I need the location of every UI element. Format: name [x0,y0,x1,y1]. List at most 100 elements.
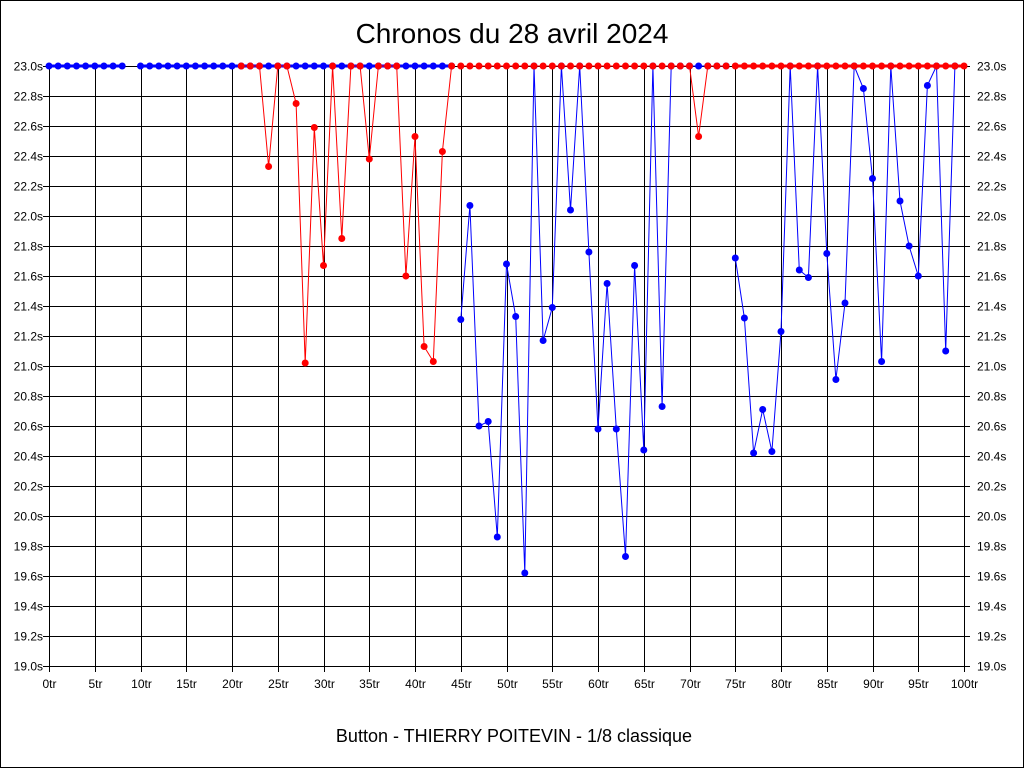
series-1-point [704,62,712,70]
y-tick-label-left: 21.6s [14,270,43,284]
y-tick-label-left: 20.4s [14,450,43,464]
series-1-point [320,262,327,269]
series-0-point [603,280,611,287]
series-1-point [292,100,300,107]
series-1-point [804,62,812,70]
series-1-point [777,62,785,70]
series-0-point [320,62,327,70]
y-tick-label-left: 22.6s [14,120,43,134]
y-tick-label-right: 22.4s [977,150,1006,164]
x-tick-label: 10tr [131,677,152,691]
x-tick-label: 20tr [222,677,243,691]
y-tick-label-right: 21.0s [977,360,1006,374]
series-0-point [301,62,309,70]
series-1-point [631,62,639,70]
series-1-point [448,62,456,70]
series-1-point [493,62,501,70]
series-0-point [82,62,90,70]
series-0-point [219,62,227,70]
series-1-point [356,62,364,70]
series-1-point [832,62,840,70]
y-tick-label-left: 19.8s [14,540,43,554]
series-1-point [823,62,831,70]
x-tick-label: 70tr [680,677,701,691]
series-1-point [686,62,693,70]
y-tick-label-right: 22.2s [977,180,1006,194]
y-tick-label-left: 19.2s [14,630,43,644]
series-1-point [365,155,373,163]
series-1-point [942,62,950,70]
series-1-point [850,62,858,70]
series-1-point [530,62,538,70]
y-tick-label-right: 22.0s [977,210,1006,224]
series-1-point [869,62,876,70]
series-1-point [384,62,392,70]
series-1-point [658,62,666,70]
series-1-point [246,62,254,70]
series-1-point [347,62,355,70]
series-0-point [631,262,639,269]
series-0-line [734,65,956,454]
series-1-point [768,62,776,70]
grid-lines [43,66,970,672]
series-0-point [210,62,218,70]
series-1-point [237,62,245,70]
series-0-point [740,314,748,322]
series-1-line [460,65,727,137]
series-1-point [329,62,337,70]
series-0-point [457,316,465,323]
y-tick-label-right: 19.8s [977,540,1006,554]
chart-caption: Button - THIERRY POITEVIN - 1/8 classiqu… [336,726,692,746]
series-1-point [695,133,703,140]
series-0-point [118,62,126,70]
y-tick-label-right: 19.4s [977,600,1006,614]
series-1-point [475,62,483,70]
y-tick-label-right: 23.0s [977,60,1006,74]
series-0-point [484,418,492,425]
series-1-point [265,163,273,170]
series-1-point [503,62,510,70]
series-0-point [612,425,620,433]
series-1-point [466,62,474,70]
x-tick-label: 60tr [588,677,609,691]
series-1-point [722,62,730,70]
series-0-point [731,254,739,262]
series-0-point [429,62,437,70]
series-1-point [759,62,767,70]
series-0-point [942,347,950,355]
y-tick-label-right: 22.6s [977,120,1006,134]
series-1-point [622,62,629,70]
series-0-point [91,62,99,70]
y-tick-label-right: 19.0s [977,660,1006,674]
series-0-line [460,65,727,574]
series-0-point [878,358,886,365]
series-0-point [594,425,602,433]
series-1-point [484,62,492,70]
series-1-point [457,62,465,70]
series-1-point [310,124,318,131]
series-0-point [795,266,803,274]
series-1-point [567,62,574,70]
series-0-point [365,62,373,70]
series-0-point [923,82,931,89]
x-tick-label: 35tr [359,677,380,691]
series-1-point [786,62,794,70]
series-1-point [438,148,446,155]
series-0-point [45,62,53,70]
series-1-point [411,133,419,140]
series-0-point [841,299,849,307]
y-tick-label-left: 22.4s [14,150,43,164]
y-axis-right: 19.0s 19.2s 19.4s 19.6s 19.8s 20.0s 20.2s 20.4s… [977,60,1006,674]
series-1-point [896,62,904,70]
series-1-point [256,62,263,70]
series-1-point [283,62,291,70]
series-0-point [100,62,108,70]
y-tick-label-right: 21.4s [977,300,1006,314]
x-tick-label: 50tr [497,677,518,691]
y-tick-label-left: 19.6s [14,570,43,584]
x-tick-label: 30tr [314,677,335,691]
series-0-point [411,62,419,70]
y-tick-label-right: 20.6s [977,420,1006,434]
y-tick-label-left: 22.2s [14,180,43,194]
